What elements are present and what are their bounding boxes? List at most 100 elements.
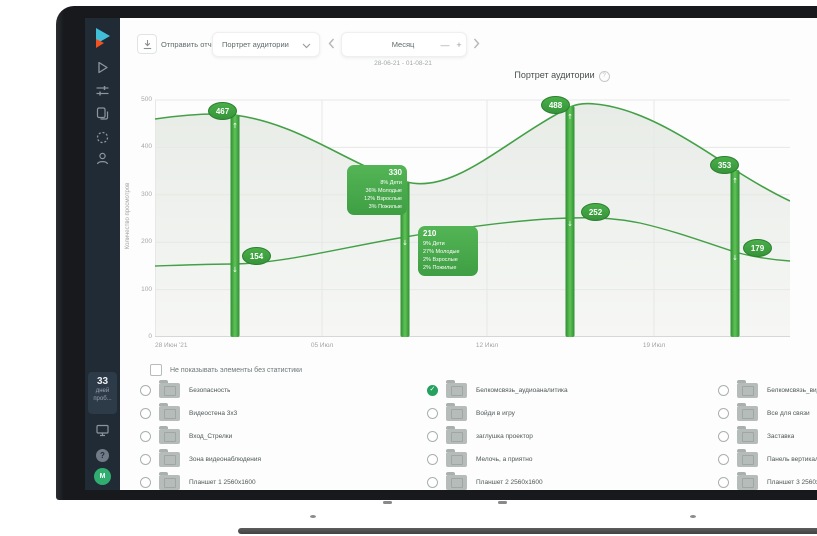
- tooltip-value: 210: [423, 229, 437, 238]
- export-report-button[interactable]: [137, 34, 157, 54]
- sidebar-item-screens[interactable]: [96, 424, 109, 437]
- list-item[interactable]: Заставка: [718, 425, 817, 446]
- item-radio[interactable]: [140, 430, 151, 442]
- area-fill: [155, 103, 790, 337]
- x-tick: 05 Июл: [310, 342, 334, 349]
- list-item[interactable]: Безопасность: [140, 379, 390, 400]
- list-item[interactable]: Белкомсвязь_аудиоаналитика: [427, 379, 677, 400]
- tooltip-line: 12% Взрослые: [364, 196, 402, 202]
- audience-chart[interactable]: Количество просмотров: [125, 95, 791, 349]
- item-radio[interactable]: [718, 430, 729, 442]
- value-badge[interactable]: 488: [541, 96, 570, 114]
- tooltip-line: 3% Пожилые: [368, 204, 402, 210]
- item-radio[interactable]: [140, 384, 151, 396]
- list-item[interactable]: Панель вертикальная внутр: [718, 448, 817, 469]
- item-label: Все для связи: [767, 409, 810, 417]
- item-radio[interactable]: [427, 407, 438, 419]
- y-tick: 0: [148, 333, 152, 340]
- x-tick: 12 Июл: [475, 342, 499, 349]
- svg-text:↓: ↓: [732, 254, 738, 262]
- send-report-button[interactable]: Отправить отчет: [161, 40, 219, 49]
- item-radio[interactable]: [718, 476, 729, 488]
- item-label: Белкомсвязь_видеоаналитика: [767, 386, 817, 394]
- folder-icon: [446, 379, 467, 398]
- list-item[interactable]: Видеостена 3х3: [140, 402, 390, 423]
- chevron-down-icon: [302, 36, 311, 54]
- item-label: Планшет 1 2560х1600: [189, 478, 256, 486]
- list-item[interactable]: Планшет 1 2560х1600: [140, 471, 390, 490]
- tooltip-line: 2% Взрослые: [423, 257, 458, 263]
- tooltip-line: 8% Дети: [380, 180, 402, 186]
- equalizer-icon: [96, 86, 109, 96]
- list-item[interactable]: Планшет 3 2560х1600: [718, 471, 817, 490]
- avatar[interactable]: M: [94, 468, 111, 485]
- hide-empty-checkbox[interactable]: [150, 364, 162, 376]
- sidebar-item-content[interactable]: [96, 107, 109, 120]
- marker-bars: [230, 106, 740, 337]
- folder-icon: [446, 402, 467, 421]
- sidebar-item-profile[interactable]: [96, 152, 109, 165]
- y-tick: 100: [141, 286, 152, 293]
- item-label: Панель вертикальная внутр: [767, 455, 817, 463]
- svg-text:↑: ↑: [232, 122, 238, 130]
- item-radio[interactable]: [427, 453, 438, 465]
- item-radio[interactable]: [140, 407, 151, 419]
- info-icon[interactable]: ?: [598, 71, 610, 82]
- list-item[interactable]: Вход_Стрелки: [140, 425, 390, 446]
- item-radio[interactable]: [427, 430, 438, 442]
- base-notch: [383, 501, 392, 504]
- list-item[interactable]: Белкомсвязь_видеоаналитика: [718, 379, 817, 400]
- user-icon: [96, 152, 109, 165]
- hide-empty-checkbox-row[interactable]: Не показывать элементы без статистики: [150, 364, 302, 376]
- value-badge[interactable]: 252: [581, 203, 610, 221]
- next-period-button[interactable]: [470, 37, 482, 50]
- item-label: Белкомсвязь_аудиоаналитика: [476, 386, 568, 394]
- folder-icon: [446, 448, 467, 467]
- svg-text:↓: ↓: [232, 266, 238, 274]
- folder-icon: [159, 448, 180, 467]
- item-radio[interactable]: [140, 453, 151, 465]
- report-type-value: Портрет аудитории: [222, 40, 289, 49]
- report-type-dropdown[interactable]: Портрет аудитории: [212, 32, 320, 57]
- value-badge[interactable]: 353: [710, 156, 739, 174]
- prev-period-button[interactable]: [325, 37, 337, 50]
- item-radio[interactable]: [427, 476, 438, 488]
- zoom-in-button[interactable]: +: [456, 39, 462, 50]
- item-radio[interactable]: [718, 407, 729, 419]
- item-label: Мелочь, а приятно: [476, 455, 533, 463]
- sidebar-item-player[interactable]: [96, 61, 109, 74]
- base-foot: [310, 515, 316, 518]
- list-item[interactable]: Зона видеонаблюдения: [140, 448, 390, 469]
- sidebar-item-statistics[interactable]: [96, 84, 109, 97]
- list-item[interactable]: Планшет 2 2560х1600: [427, 471, 677, 490]
- item-label: Планшет 3 2560х1600: [767, 478, 817, 486]
- app-logo-icon: [92, 27, 113, 54]
- folder-icon: [159, 425, 180, 444]
- item-label: Вход_Стрелки: [189, 432, 233, 440]
- value-badge[interactable]: 179: [743, 239, 772, 257]
- list-item[interactable]: заглушка проектор: [427, 425, 677, 446]
- monitor-icon: [96, 424, 109, 437]
- help-icon[interactable]: ?: [96, 449, 109, 462]
- zoom-out-button[interactable]: —: [440, 39, 450, 50]
- item-label: Планшет 2 2560х1600: [476, 478, 543, 486]
- item-radio[interactable]: [140, 476, 151, 488]
- trial-days-badge[interactable]: 33 дней проб...: [88, 372, 117, 414]
- laptop-base: [28, 500, 817, 534]
- item-radio[interactable]: [718, 453, 729, 465]
- base-foot: [690, 515, 696, 518]
- value-badge[interactable]: 154: [242, 247, 271, 265]
- upper-series-line: [154, 102, 791, 202]
- period-value[interactable]: Месяц: [391, 40, 415, 49]
- chevron-right-icon: [473, 38, 479, 49]
- value-badge[interactable]: 467: [208, 102, 237, 120]
- sidebar-item-settings[interactable]: [96, 131, 109, 144]
- trial-days-unit: дней: [95, 388, 110, 394]
- list-item[interactable]: Все для связи: [718, 402, 817, 423]
- item-radio[interactable]: [718, 384, 729, 396]
- list-item[interactable]: Мелочь, а приятно: [427, 448, 677, 469]
- y-tick: 400: [141, 143, 152, 150]
- folder-icon: [446, 425, 467, 444]
- item-radio-selected[interactable]: [427, 384, 438, 396]
- list-item[interactable]: Войди в игру: [427, 402, 677, 423]
